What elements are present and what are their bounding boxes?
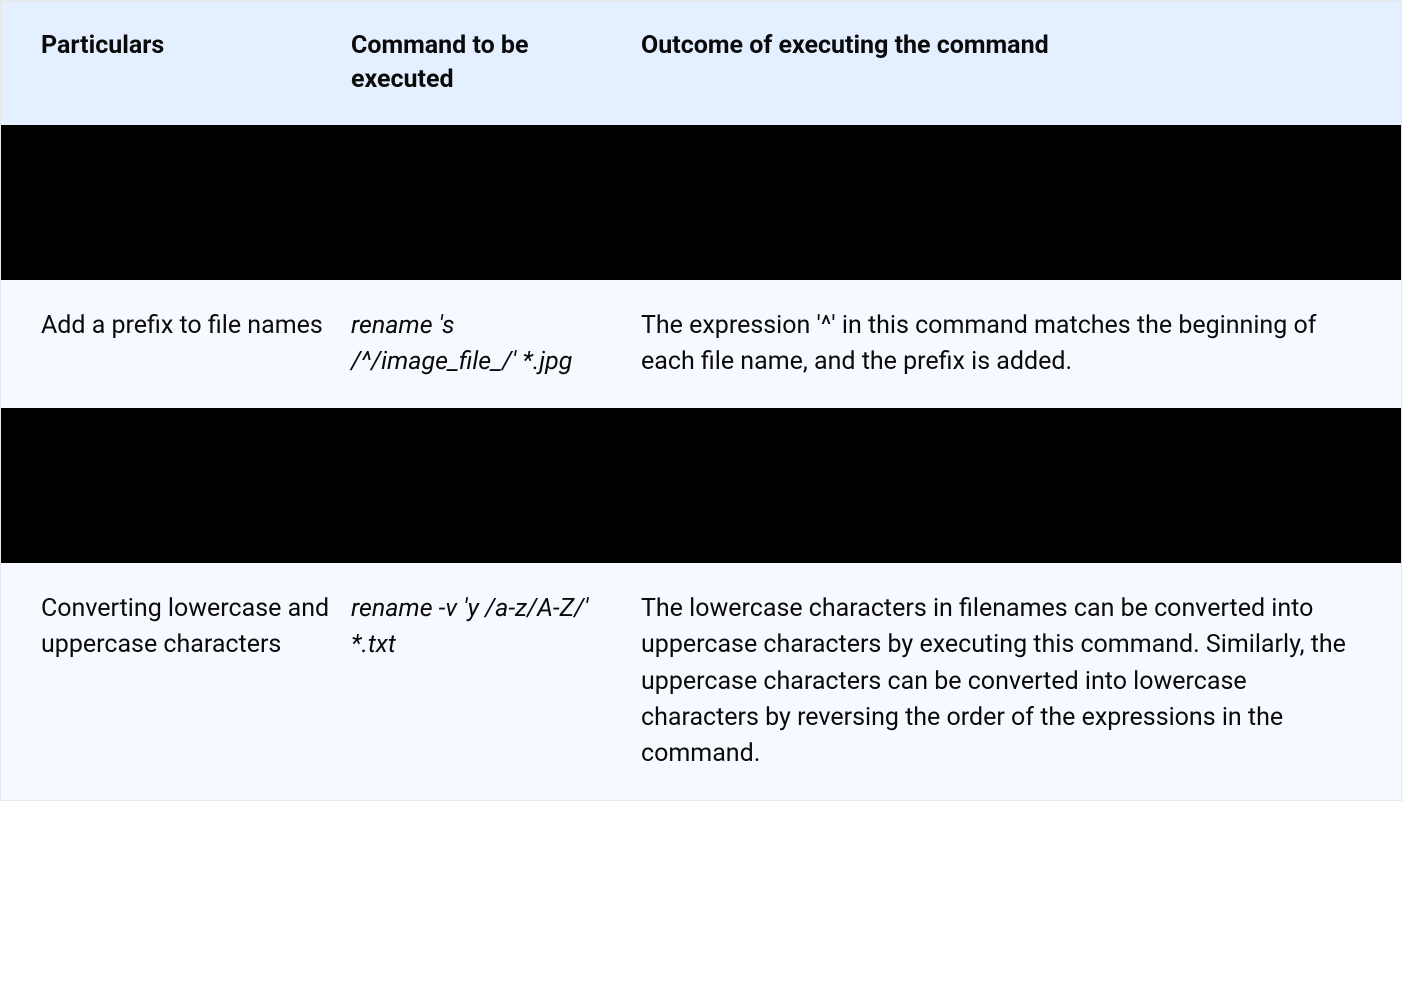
header-outcome: Outcome of executing the command (641, 29, 1361, 63)
table-row: Converting lowercase and uppercase chara… (1, 563, 1401, 800)
table-row: Add a prefix to file names rename 's /^/… (1, 280, 1401, 409)
redacted-row-2 (1, 408, 1401, 563)
cell-outcome: The lowercase characters in filenames ca… (641, 591, 1361, 772)
table-header-row: Particulars Command to be executed Outco… (1, 1, 1401, 125)
redacted-row-1 (1, 125, 1401, 280)
cell-command: rename -v 'y /a-z/A-Z/' *.txt (351, 591, 621, 664)
cell-particulars: Converting lowercase and uppercase chara… (41, 591, 331, 664)
cell-outcome: The expression '^' in this command match… (641, 308, 1361, 381)
header-command: Command to be executed (351, 29, 621, 97)
command-table: Particulars Command to be executed Outco… (0, 0, 1402, 801)
header-particulars: Particulars (41, 29, 331, 63)
cell-command: rename 's /^/image_file_/' *.jpg (351, 308, 621, 381)
cell-particulars: Add a prefix to file names (41, 308, 331, 344)
